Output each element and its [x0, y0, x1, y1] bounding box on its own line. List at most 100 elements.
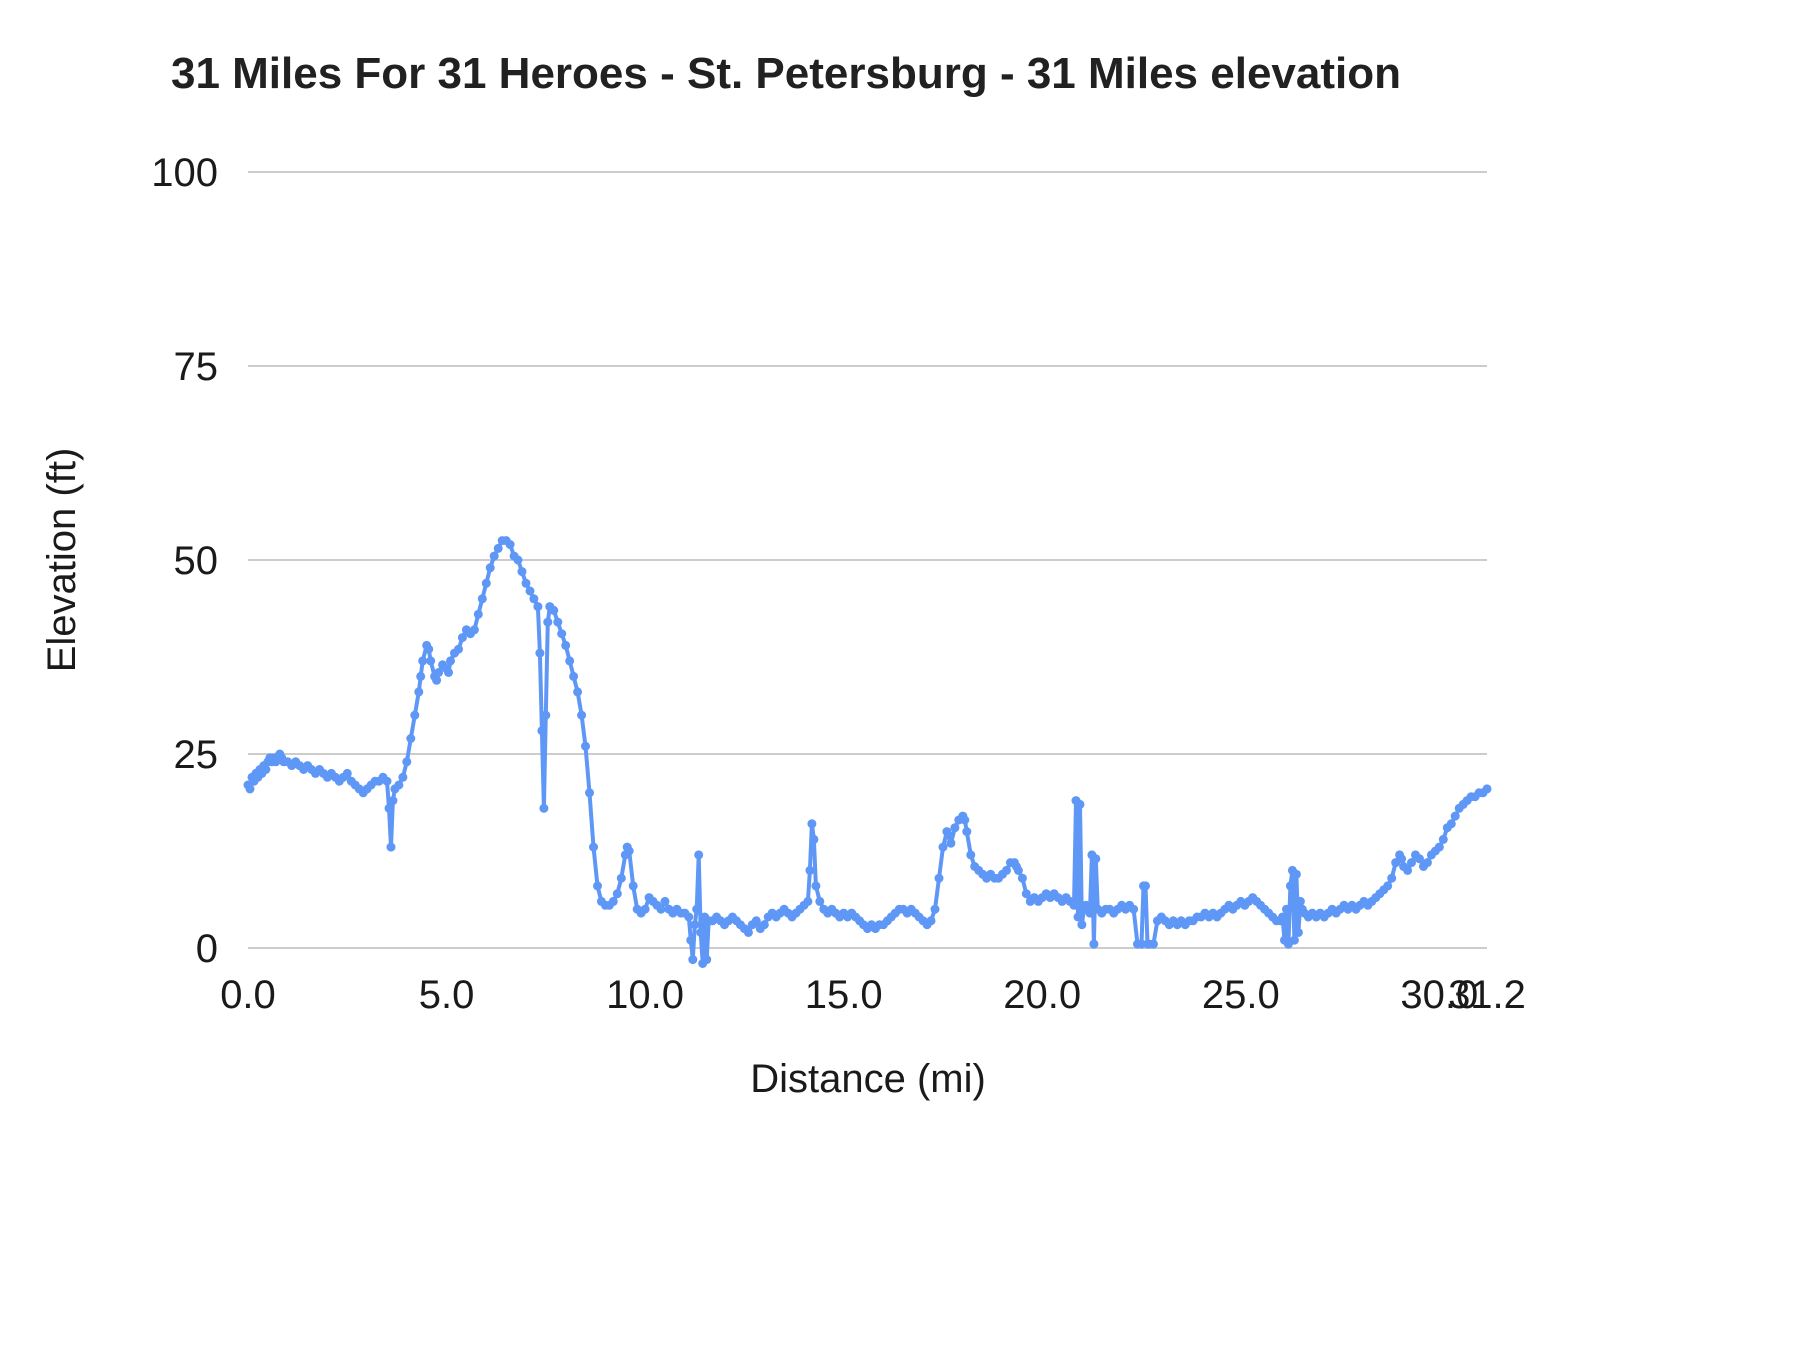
data-point — [1013, 865, 1023, 875]
data-point — [1295, 896, 1305, 906]
data-point — [543, 617, 553, 627]
data-point — [690, 920, 700, 930]
data-point — [485, 563, 495, 573]
data-point — [1434, 842, 1444, 852]
data-point — [612, 889, 622, 899]
data-point — [1397, 854, 1407, 864]
data-point — [616, 873, 626, 883]
data-point — [803, 896, 813, 906]
data-point — [694, 850, 704, 860]
data-point — [454, 644, 463, 654]
y-tick-label: 75 — [174, 345, 219, 389]
data-point — [1085, 908, 1095, 918]
data-point — [589, 842, 598, 852]
data-point — [1141, 881, 1150, 891]
data-point — [946, 838, 956, 848]
data-point — [759, 920, 769, 930]
data-point — [660, 896, 670, 906]
data-point — [684, 912, 694, 922]
data-point — [696, 928, 706, 937]
data-point — [926, 916, 936, 926]
data-point — [410, 710, 420, 720]
data-point — [950, 823, 960, 833]
data-point — [1021, 889, 1031, 899]
data-point — [432, 675, 442, 685]
data-point — [418, 656, 428, 666]
x-tick-label: 25.0 — [1202, 973, 1280, 1017]
data-point — [1002, 865, 1011, 875]
data-point — [481, 578, 491, 588]
data-point — [434, 668, 444, 677]
data-point — [457, 633, 467, 643]
data-point — [489, 551, 499, 561]
data-point — [1069, 900, 1079, 910]
data-point — [1387, 873, 1397, 883]
data-point — [962, 827, 972, 837]
data-point — [565, 656, 575, 666]
data-point — [573, 687, 583, 697]
y-tick-label: 25 — [174, 733, 219, 777]
data-point — [245, 784, 255, 794]
data-point — [505, 540, 515, 549]
data-point — [261, 765, 271, 774]
data-point — [577, 710, 587, 720]
data-point — [640, 904, 650, 914]
data-point — [525, 586, 535, 596]
data-point — [608, 896, 618, 906]
data-point — [944, 831, 954, 840]
data-point — [537, 726, 547, 736]
data-point — [533, 602, 543, 612]
data-point — [569, 671, 579, 681]
x-tick-label: 0.0 — [220, 973, 276, 1017]
data-point — [1073, 912, 1083, 922]
x-tick-label: 15.0 — [805, 973, 883, 1017]
data-point — [1278, 912, 1287, 922]
data-point — [549, 605, 559, 615]
data-point — [1129, 904, 1139, 914]
y-tick-label: 50 — [174, 539, 219, 583]
data-point — [1422, 858, 1432, 868]
data-point — [521, 578, 531, 588]
chart-title: 31 Miles For 31 Heroes - St. Petersburg … — [171, 49, 1401, 98]
data-point — [444, 668, 453, 677]
data-point — [529, 594, 539, 604]
data-point — [1482, 784, 1492, 794]
x-tick-label: 10.0 — [606, 973, 684, 1017]
data-point — [593, 881, 602, 891]
data-point — [406, 734, 416, 743]
data-point — [493, 543, 503, 553]
data-point — [426, 656, 436, 666]
data-point — [585, 788, 594, 798]
data-point — [743, 928, 753, 937]
data-point — [1293, 928, 1303, 937]
data-point — [807, 819, 817, 829]
data-point — [1415, 854, 1424, 864]
data-point — [386, 842, 396, 852]
data-point — [1077, 920, 1087, 930]
data-point — [1285, 881, 1295, 891]
data-point — [581, 741, 590, 751]
data-point — [751, 916, 761, 926]
data-point — [535, 648, 545, 658]
data-point — [815, 896, 825, 906]
data-point — [811, 881, 821, 891]
data-point — [394, 780, 404, 790]
data-point — [1450, 811, 1460, 821]
x-tick-label: 20.0 — [1003, 973, 1081, 1017]
data-point — [688, 955, 698, 965]
data-point — [809, 834, 819, 844]
data-point — [388, 796, 398, 806]
data-point — [469, 625, 479, 635]
data-point — [1282, 904, 1291, 914]
data-point — [541, 710, 551, 720]
data-point — [384, 803, 394, 813]
data-point — [1148, 939, 1158, 949]
data-point — [557, 629, 567, 639]
data-point — [938, 842, 948, 852]
y-axis-tick-labels: 0 25 50 75 100 — [151, 151, 218, 971]
data-point — [1291, 869, 1301, 879]
data-point — [934, 873, 944, 883]
data-point — [539, 803, 549, 813]
x-tick-label: 31.2 — [1448, 973, 1526, 1017]
data-point — [561, 640, 571, 650]
